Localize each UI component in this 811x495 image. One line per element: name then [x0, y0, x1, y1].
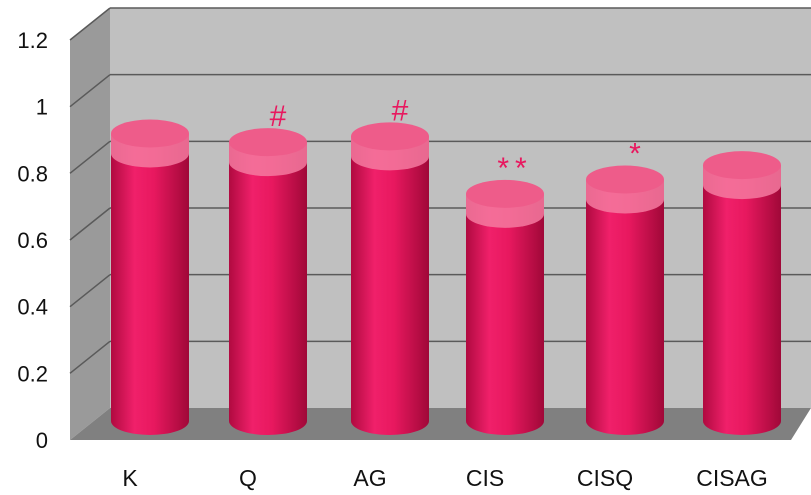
bar-body	[466, 193, 544, 435]
bar-top	[703, 151, 781, 180]
bar-top	[229, 128, 307, 157]
gridline-side	[69, 340, 111, 374]
bar-annotation: #	[392, 94, 409, 127]
bar-body	[703, 165, 781, 435]
bar-top	[466, 179, 544, 208]
bar-body	[111, 133, 189, 435]
gridline-side	[69, 274, 111, 308]
bar-top	[111, 119, 189, 148]
x-category-label: K	[122, 465, 138, 491]
y-tick-label: 0.8	[17, 161, 48, 186]
bar-top	[586, 165, 664, 194]
gridline-side	[69, 140, 111, 174]
y-tick-label: 0.6	[17, 228, 48, 253]
bar-q	[229, 128, 307, 435]
gridline-side	[69, 7, 111, 41]
x-category-label: CIS	[466, 465, 504, 491]
bar-annotation: **	[497, 152, 532, 185]
y-tick-label: 0	[36, 428, 48, 453]
bar-ag	[351, 122, 429, 435]
bar-body	[351, 136, 429, 435]
x-category-label: CISQ	[577, 465, 633, 491]
x-category-label: CISAG	[696, 465, 768, 491]
bar-annotation: #	[270, 100, 287, 133]
gridline-side	[69, 207, 111, 241]
bar-annotation: *	[629, 138, 641, 171]
y-tick-label: 1.2	[17, 28, 48, 53]
bar-top	[351, 122, 429, 151]
bar-cisq	[586, 165, 664, 435]
x-category-label: AG	[353, 465, 386, 491]
y-tick-label: 1	[36, 95, 48, 120]
bar-k	[111, 119, 189, 435]
x-axis-categories: K Q AG CIS CISQ CISAG	[122, 465, 767, 491]
bar-cisag	[703, 151, 781, 435]
bar-series	[111, 119, 781, 435]
chart-gridlines	[69, 7, 811, 374]
bar-body	[586, 179, 664, 435]
bar-cis	[466, 179, 544, 435]
y-tick-label: 0.4	[17, 295, 48, 320]
bar-body	[229, 142, 307, 435]
gridline-side	[69, 74, 111, 108]
x-category-label: Q	[239, 465, 257, 491]
bar-annotations: # #** *	[270, 94, 642, 185]
y-axis-ticks: 0 0.2 0.4 0.6 0.8 1 1.2	[17, 28, 48, 453]
y-tick-label: 0.2	[17, 361, 48, 386]
